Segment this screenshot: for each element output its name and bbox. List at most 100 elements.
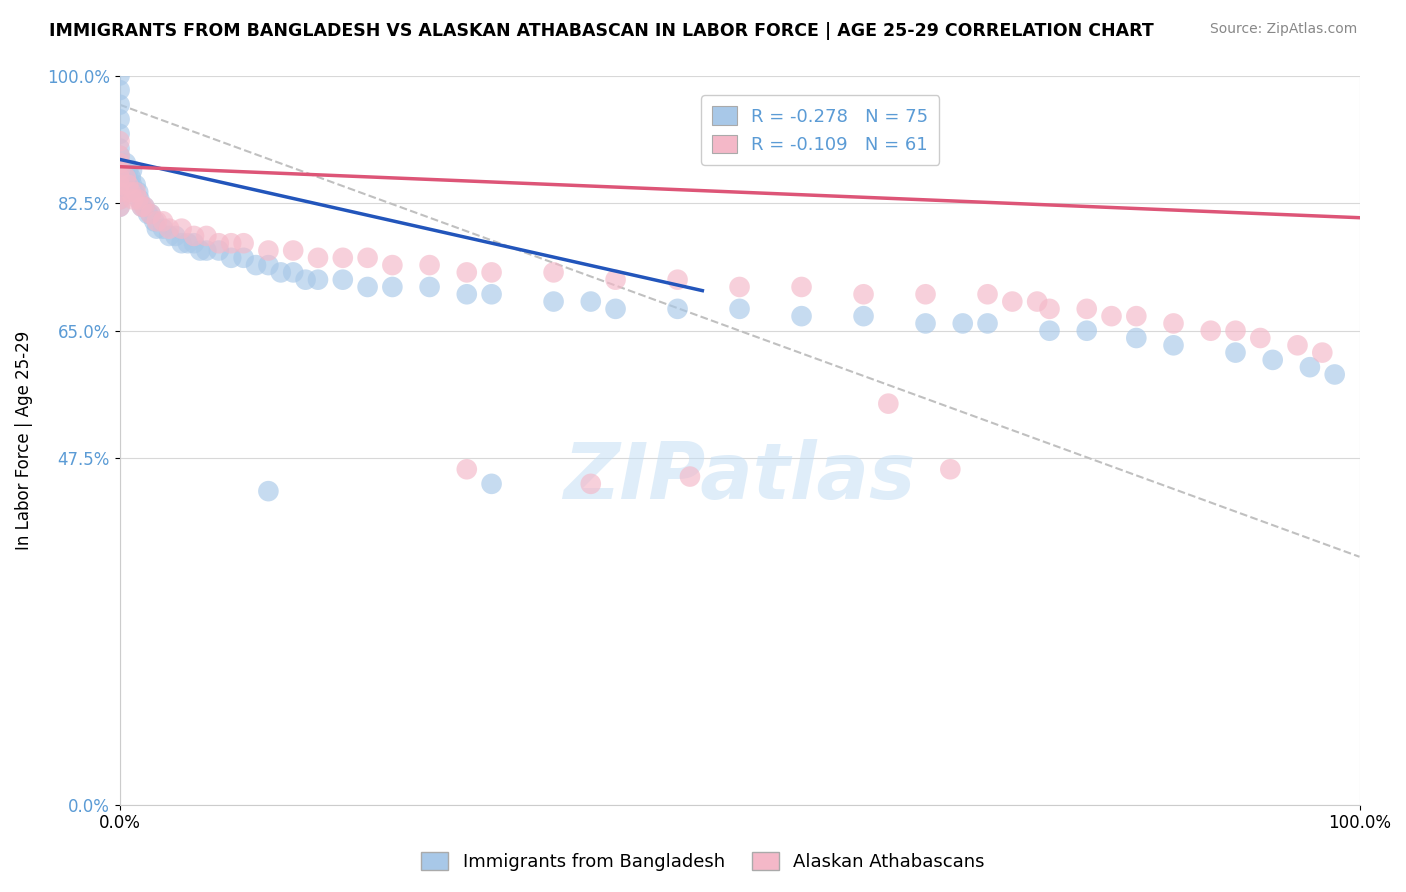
Point	[183, 229, 205, 244]
Point	[152, 221, 174, 235]
Point	[121, 163, 143, 178]
Point	[134, 200, 156, 214]
Point	[952, 317, 974, 331]
Point	[1038, 324, 1060, 338]
Point	[108, 193, 131, 207]
Point	[790, 309, 813, 323]
Point	[108, 97, 131, 112]
Point	[108, 112, 131, 127]
Point	[257, 244, 280, 258]
Legend: Immigrants from Bangladesh, Alaskan Athabascans: Immigrants from Bangladesh, Alaskan Atha…	[413, 845, 993, 879]
Point	[852, 287, 875, 301]
Point	[108, 193, 131, 207]
Point	[481, 265, 503, 279]
Point	[108, 134, 131, 148]
Point	[790, 280, 813, 294]
Point	[128, 193, 150, 207]
Point	[307, 273, 329, 287]
Point	[219, 236, 242, 251]
Point	[1125, 309, 1147, 323]
Point	[356, 280, 378, 294]
Point	[136, 207, 159, 221]
Point	[146, 221, 169, 235]
Point	[481, 287, 503, 301]
Point	[976, 317, 998, 331]
Point	[157, 221, 180, 235]
Point	[1225, 345, 1247, 359]
Point	[294, 273, 316, 287]
Point	[121, 178, 143, 192]
Point	[127, 185, 149, 199]
Point	[579, 294, 602, 309]
Point	[1125, 331, 1147, 345]
Point	[108, 163, 131, 178]
Point	[257, 258, 280, 272]
Point	[1001, 294, 1024, 309]
Point	[108, 83, 131, 97]
Point	[939, 462, 962, 476]
Point	[122, 193, 145, 207]
Point	[120, 170, 142, 185]
Point	[1225, 324, 1247, 338]
Point	[108, 149, 131, 163]
Point	[332, 251, 354, 265]
Point	[127, 193, 149, 207]
Point	[108, 185, 131, 199]
Text: IMMIGRANTS FROM BANGLADESH VS ALASKAN ATHABASCAN IN LABOR FORCE | AGE 25-29 CORR: IMMIGRANTS FROM BANGLADESH VS ALASKAN AT…	[49, 22, 1154, 40]
Point	[131, 200, 153, 214]
Point	[332, 273, 354, 287]
Point	[1076, 324, 1098, 338]
Point	[1038, 301, 1060, 316]
Point	[232, 236, 254, 251]
Point	[152, 214, 174, 228]
Point	[381, 258, 404, 272]
Point	[146, 214, 169, 228]
Point	[481, 476, 503, 491]
Point	[117, 178, 139, 192]
Point	[283, 244, 305, 258]
Point	[232, 251, 254, 265]
Point	[456, 462, 478, 476]
Point	[108, 185, 131, 199]
Point	[245, 258, 267, 272]
Text: Source: ZipAtlas.com: Source: ZipAtlas.com	[1209, 22, 1357, 37]
Point	[679, 469, 702, 483]
Point	[456, 287, 478, 301]
Point	[543, 294, 565, 309]
Point	[605, 301, 627, 316]
Point	[666, 301, 689, 316]
Point	[124, 185, 146, 199]
Point	[134, 200, 156, 214]
Point	[1163, 317, 1185, 331]
Point	[108, 178, 131, 192]
Point	[115, 170, 138, 185]
Point	[157, 229, 180, 244]
Point	[108, 156, 131, 170]
Point	[456, 265, 478, 279]
Point	[1199, 324, 1222, 338]
Point	[1076, 301, 1098, 316]
Point	[1249, 331, 1271, 345]
Point	[108, 149, 131, 163]
Point	[1101, 309, 1123, 323]
Point	[914, 287, 936, 301]
Point	[728, 280, 751, 294]
Point	[208, 244, 231, 258]
Point	[183, 236, 205, 251]
Text: ZIPatlas: ZIPatlas	[564, 439, 915, 515]
Point	[131, 200, 153, 214]
Point	[108, 178, 131, 192]
Point	[108, 170, 131, 185]
Point	[108, 141, 131, 155]
Point	[543, 265, 565, 279]
Point	[605, 273, 627, 287]
Point	[139, 207, 162, 221]
Point	[120, 185, 142, 199]
Point	[419, 258, 441, 272]
Point	[114, 156, 136, 170]
Point	[728, 301, 751, 316]
Point	[125, 185, 148, 199]
Point	[143, 214, 166, 228]
Point	[125, 178, 148, 192]
Point	[579, 476, 602, 491]
